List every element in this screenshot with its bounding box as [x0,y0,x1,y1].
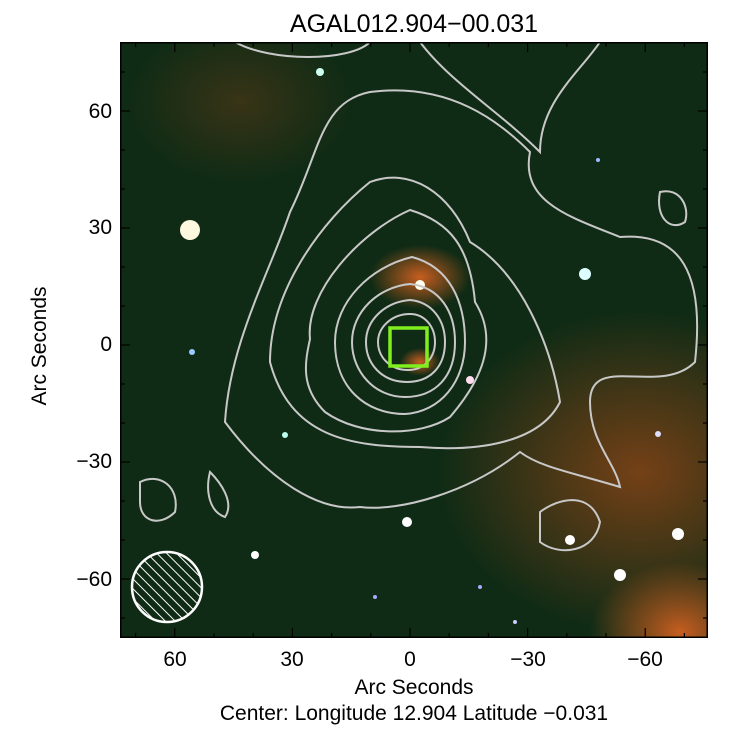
star [466,376,474,384]
contour-line [333,255,467,416]
sky-image [120,42,708,638]
star [402,517,412,527]
y-tick-label: 0 [100,333,112,356]
star [579,268,591,280]
star [565,535,575,545]
contour-line [139,477,177,522]
x-axis-label: Arc Seconds [354,676,474,699]
contour-line [539,499,602,552]
star [373,595,377,599]
contour-line [658,190,688,227]
contour-line [207,470,230,519]
y-tick-label: −30 [76,450,112,473]
contour-line [223,89,699,509]
contour-line [350,282,457,399]
y-axis-label: Arc Seconds [28,286,51,406]
star [655,431,661,437]
x-tick-label: −60 [627,648,663,671]
center-coordinates-caption: Center: Longitude 12.904 Latitude −0.031 [219,702,609,725]
star [316,68,324,76]
star [513,620,517,624]
star [251,551,259,559]
contour-line [234,42,371,58]
star [189,349,195,355]
star [282,432,288,438]
star [672,528,684,540]
contour-line [304,208,488,433]
x-tick-label: 60 [163,648,187,671]
star [478,585,482,589]
star [596,158,600,162]
x-tick-label: 0 [404,648,416,671]
contours [139,42,699,552]
y-tick-label: 30 [88,216,112,239]
x-tick-label: −30 [510,648,546,671]
contour-line [419,42,601,155]
y-tick-label: −60 [76,568,112,591]
x-tick-label: 30 [280,648,304,671]
y-tick-label: 60 [88,100,112,123]
square-marker [388,326,429,368]
contour-line [268,176,562,450]
plot-frame [120,42,708,638]
star [180,220,200,240]
plot-title: AGAL012.904−00.031 [289,10,539,38]
hatched-circle-icon [130,550,204,624]
contour-line [364,298,447,384]
star [614,569,626,581]
